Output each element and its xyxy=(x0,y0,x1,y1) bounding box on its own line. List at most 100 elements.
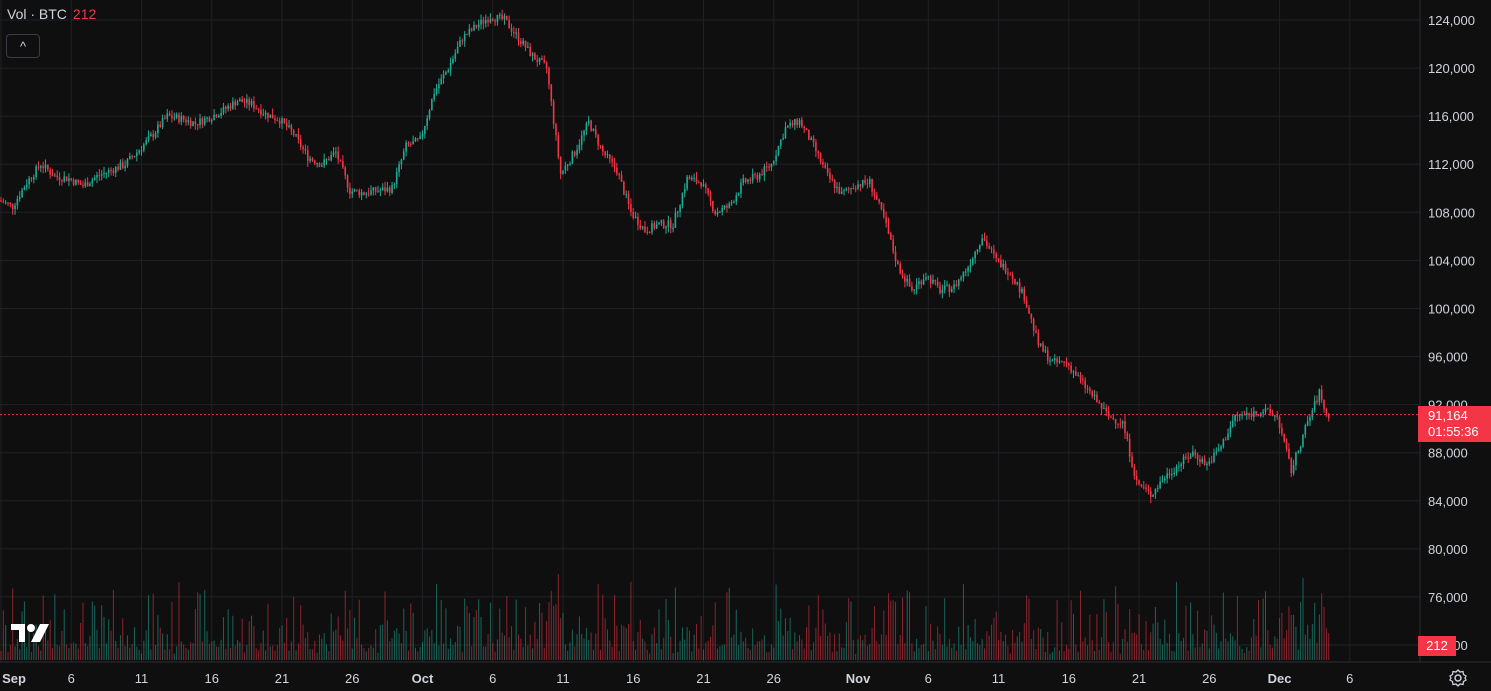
volume-bar xyxy=(61,631,63,660)
volume-bar xyxy=(473,616,475,660)
candle-body xyxy=(669,220,672,229)
volume-bar xyxy=(1323,607,1325,660)
volume-bar xyxy=(550,590,552,660)
volume-bar xyxy=(138,649,140,660)
volume-bar xyxy=(1236,595,1238,660)
candle-body xyxy=(859,184,862,187)
candle-body xyxy=(658,222,660,225)
candle-body xyxy=(1234,414,1236,421)
candle-body xyxy=(1304,425,1307,435)
tradingview-logo-icon[interactable] xyxy=(9,620,51,646)
candle-body xyxy=(1231,420,1234,427)
candle-body xyxy=(220,112,222,116)
candle-body xyxy=(878,199,880,203)
candle-body xyxy=(459,40,461,47)
candle-body xyxy=(339,159,342,162)
volume-bar xyxy=(1049,653,1051,660)
candle-body xyxy=(1323,399,1325,409)
candle-body xyxy=(1075,371,1077,376)
candle-body xyxy=(733,201,735,203)
candle-body xyxy=(955,284,958,286)
candle-body xyxy=(1098,402,1101,404)
volume-bar xyxy=(110,630,112,660)
candle-body xyxy=(100,174,103,176)
candle-body xyxy=(1255,411,1257,415)
candle-body xyxy=(1295,452,1297,466)
volume-bar xyxy=(1080,590,1082,660)
volume-bar xyxy=(328,651,330,660)
volume-bar xyxy=(895,601,897,660)
volume-bar xyxy=(354,617,356,660)
volume-bar xyxy=(419,647,421,660)
candle-body xyxy=(222,106,225,113)
volume-bar xyxy=(70,643,72,660)
volume-bar xyxy=(436,584,438,660)
chart-legend[interactable]: Vol · BTC 212 xyxy=(7,6,96,22)
candle-body xyxy=(545,62,548,68)
volume-bar xyxy=(801,639,803,660)
candle-body xyxy=(484,19,487,24)
volume-bar xyxy=(1213,624,1215,660)
volume-bar xyxy=(759,641,761,660)
candle-body xyxy=(798,119,801,126)
candle-body xyxy=(147,136,150,141)
volume-bar xyxy=(1314,602,1316,660)
volume-bar xyxy=(152,593,154,660)
candle-body xyxy=(419,136,421,139)
volume-bar xyxy=(602,594,604,660)
collapse-legend-button[interactable]: ^ xyxy=(6,34,40,58)
candle-body xyxy=(1091,391,1094,397)
candle-body xyxy=(28,178,30,185)
candle-body xyxy=(306,150,309,161)
candle-body xyxy=(358,190,361,196)
volume-bar xyxy=(171,601,173,660)
volume-bar xyxy=(417,651,419,660)
candle-body xyxy=(1238,415,1241,417)
volume-bar xyxy=(796,641,798,660)
volume-bar xyxy=(347,628,349,660)
volume-bar xyxy=(26,646,28,660)
volume-bar xyxy=(471,646,473,660)
volume-bar xyxy=(768,652,770,660)
volume-bar xyxy=(440,600,442,660)
volume-bar xyxy=(1098,649,1100,660)
candle-body xyxy=(1180,464,1182,467)
y-tick-label: 100,000 xyxy=(1428,301,1475,316)
candle-body xyxy=(86,182,89,187)
candle-body xyxy=(1156,488,1159,490)
candle-body xyxy=(377,191,379,193)
candle-body xyxy=(1257,414,1260,416)
candle-body xyxy=(297,134,300,140)
candle-body xyxy=(217,115,220,118)
volume-bar xyxy=(103,616,105,660)
volume-bar xyxy=(548,602,550,660)
volume-bar xyxy=(155,645,157,660)
volume-bar xyxy=(567,650,569,660)
volume-bar xyxy=(553,605,555,660)
candle-body xyxy=(1220,446,1222,450)
candle-body xyxy=(1316,400,1318,402)
candle-body xyxy=(140,150,143,152)
volume-bar xyxy=(318,634,320,660)
candle-body xyxy=(1023,288,1026,301)
candle-body xyxy=(847,188,850,190)
volume-bar xyxy=(288,650,290,660)
candle-body xyxy=(498,14,501,16)
volume-bar xyxy=(1295,627,1297,660)
candle-body xyxy=(744,178,747,182)
volume-bar xyxy=(28,624,30,660)
volume-bar xyxy=(225,648,227,660)
volume-bar xyxy=(84,643,86,660)
candle-body xyxy=(1105,407,1108,412)
volume-bar xyxy=(1129,609,1131,660)
volume-bar xyxy=(1056,600,1058,660)
volume-bar xyxy=(609,640,611,660)
candle-body xyxy=(124,165,126,168)
volume-bar xyxy=(255,648,257,660)
settings-gear-icon[interactable] xyxy=(1448,668,1468,688)
candle-body xyxy=(96,174,98,178)
volume-bar xyxy=(684,639,686,660)
volume-bar xyxy=(35,624,37,660)
x-tick-label: 16 xyxy=(1062,671,1076,686)
